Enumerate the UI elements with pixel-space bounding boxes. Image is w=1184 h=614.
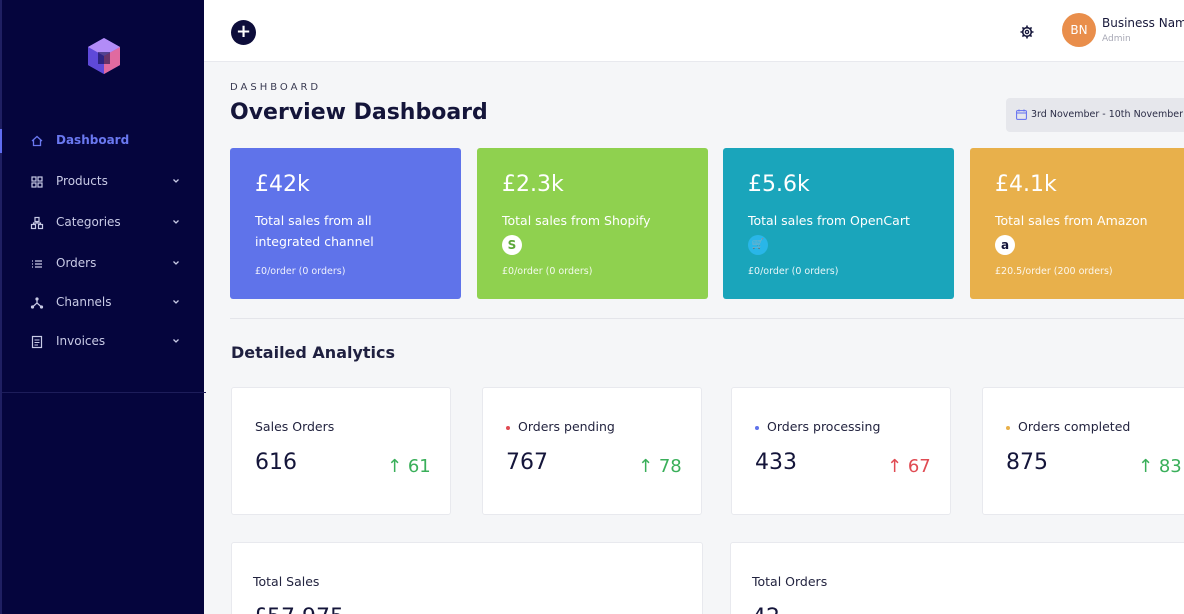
section-title: Detailed Analytics: [231, 343, 395, 362]
stat-subtext: £0/order (0 orders): [255, 266, 345, 277]
sidebar-item-dashboard[interactable]: Dashboard: [2, 129, 206, 153]
arrow-up-icon: ↑: [1138, 456, 1153, 477]
section-divider: [230, 318, 1184, 319]
analytics-delta-value: 67: [908, 456, 931, 477]
sidebar-item-label: Channels: [56, 295, 112, 309]
user-role: Admin: [1102, 34, 1131, 44]
analytics-value: 433: [755, 450, 797, 475]
chevron-down-icon[interactable]: [170, 216, 182, 228]
analytics-label-text: Orders pending: [518, 419, 615, 434]
chevron-down-icon[interactable]: [170, 335, 182, 347]
analytics-label: Orders completed: [1006, 419, 1130, 434]
analytics-delta: ↑ 67: [887, 456, 931, 477]
logo-icon[interactable]: [86, 36, 122, 76]
chevron-down-icon[interactable]: [170, 257, 182, 269]
stat-subtext: £20.5/order (200 orders): [995, 266, 1113, 277]
sidebar-divider: [2, 392, 206, 393]
business-name[interactable]: Business Name: [1102, 16, 1184, 30]
total-sales-value: £57,975: [253, 605, 344, 614]
stat-value: £2.3k: [502, 172, 564, 197]
stat-description: Total sales from all integrated channel: [255, 210, 440, 252]
sidebar-item-orders[interactable]: Orders: [2, 252, 206, 276]
sidebar-item-invoices[interactable]: Invoices: [2, 330, 206, 354]
stat-description: Total sales from OpenCart: [748, 210, 933, 231]
topbar: + BN Business Name Admin: [204, 0, 1184, 62]
analytics-card-sales-orders[interactable]: Sales Orders 616 ↑ 61: [231, 387, 451, 515]
stat-card-amazon[interactable]: £4.1k Total sales from Amazon a £20.5/or…: [970, 148, 1184, 299]
calendar-icon: [1016, 109, 1027, 120]
status-dot-icon: [1006, 426, 1010, 430]
sidebar-item-products[interactable]: Products: [2, 170, 206, 194]
hierarchy-icon: [30, 216, 44, 230]
stat-subtext: £0/order (0 orders): [502, 266, 592, 277]
sidebar-item-label: Orders: [56, 256, 96, 270]
analytics-delta: ↑ 61: [387, 456, 431, 477]
home-icon: [30, 134, 44, 148]
analytics-delta-value: 83: [1159, 456, 1182, 477]
gear-icon[interactable]: [1019, 24, 1035, 40]
arrow-up-icon: ↑: [887, 456, 902, 477]
sidebar-item-label: Invoices: [56, 334, 105, 348]
stat-card-shopify[interactable]: £2.3k Total sales from Shopify S £0/orde…: [477, 148, 708, 299]
amazon-icon: a: [995, 235, 1015, 255]
total-orders-card[interactable]: Total Orders 42: [730, 542, 1184, 614]
analytics-card-orders-pending[interactable]: Orders pending 767 ↑ 78: [482, 387, 702, 515]
sidebar-item-label: Dashboard: [56, 133, 129, 147]
analytics-value: 616: [255, 450, 297, 475]
opencart-icon: 🛒: [748, 235, 768, 255]
stat-card-opencart[interactable]: £5.6k Total sales from OpenCart 🛒 £0/ord…: [723, 148, 954, 299]
arrow-up-icon: ↑: [638, 456, 653, 477]
arrow-up-icon: ↑: [387, 456, 402, 477]
status-dot-icon: [755, 426, 759, 430]
network-icon: [30, 296, 44, 310]
stat-subtext: £0/order (0 orders): [748, 266, 838, 277]
total-sales-card[interactable]: Total Sales £57,975: [231, 542, 703, 614]
stat-description: Total sales from Shopify: [502, 210, 687, 231]
sidebar-item-label: Products: [56, 174, 108, 188]
analytics-value: 875: [1006, 450, 1048, 475]
sidebar-item-label: Categories: [56, 215, 121, 229]
analytics-delta: ↑ 83: [1138, 456, 1182, 477]
analytics-delta-value: 61: [408, 456, 431, 477]
avatar[interactable]: BN: [1062, 13, 1096, 47]
total-orders-value: 42: [752, 605, 780, 614]
total-sales-label: Total Sales: [253, 574, 319, 589]
chevron-down-icon[interactable]: [170, 296, 182, 308]
breadcrumb: DASHBOARD: [230, 82, 321, 93]
document-icon: [30, 335, 44, 349]
analytics-label-text: Orders processing: [767, 419, 880, 434]
sidebar-item-channels[interactable]: Channels: [2, 291, 206, 315]
date-range-label: 3rd November - 10th November: [1031, 109, 1183, 120]
chevron-down-icon[interactable]: [170, 175, 182, 187]
app-root: Dashboard Products Categories: [0, 0, 1184, 614]
analytics-label: Orders processing: [755, 419, 880, 434]
analytics-label: Sales Orders: [255, 419, 334, 434]
add-button[interactable]: +: [231, 20, 256, 45]
stat-value: £5.6k: [748, 172, 810, 197]
stat-card-all-channels[interactable]: £42k Total sales from all integrated cha…: [230, 148, 461, 299]
analytics-card-orders-processing[interactable]: Orders processing 433 ↑ 67: [731, 387, 951, 515]
sidebar-item-categories[interactable]: Categories: [2, 211, 206, 235]
sidebar: Dashboard Products Categories: [0, 0, 204, 614]
stat-value: £4.1k: [995, 172, 1057, 197]
list-icon: [30, 257, 44, 271]
date-range-picker[interactable]: 3rd November - 10th November: [1006, 98, 1184, 132]
stat-description: Total sales from Amazon: [995, 210, 1180, 231]
total-orders-label: Total Orders: [752, 574, 827, 589]
grid-icon: [30, 175, 44, 189]
analytics-label-text: Orders completed: [1018, 419, 1130, 434]
stat-value: £42k: [255, 172, 310, 197]
analytics-label: Orders pending: [506, 419, 615, 434]
status-dot-icon: [506, 426, 510, 430]
analytics-delta-value: 78: [659, 456, 682, 477]
page-title: Overview Dashboard: [230, 100, 488, 125]
analytics-value: 767: [506, 450, 548, 475]
analytics-card-orders-completed[interactable]: Orders completed 875 ↑ 83: [982, 387, 1184, 515]
analytics-delta: ↑ 78: [638, 456, 682, 477]
shopify-icon: S: [502, 235, 522, 255]
